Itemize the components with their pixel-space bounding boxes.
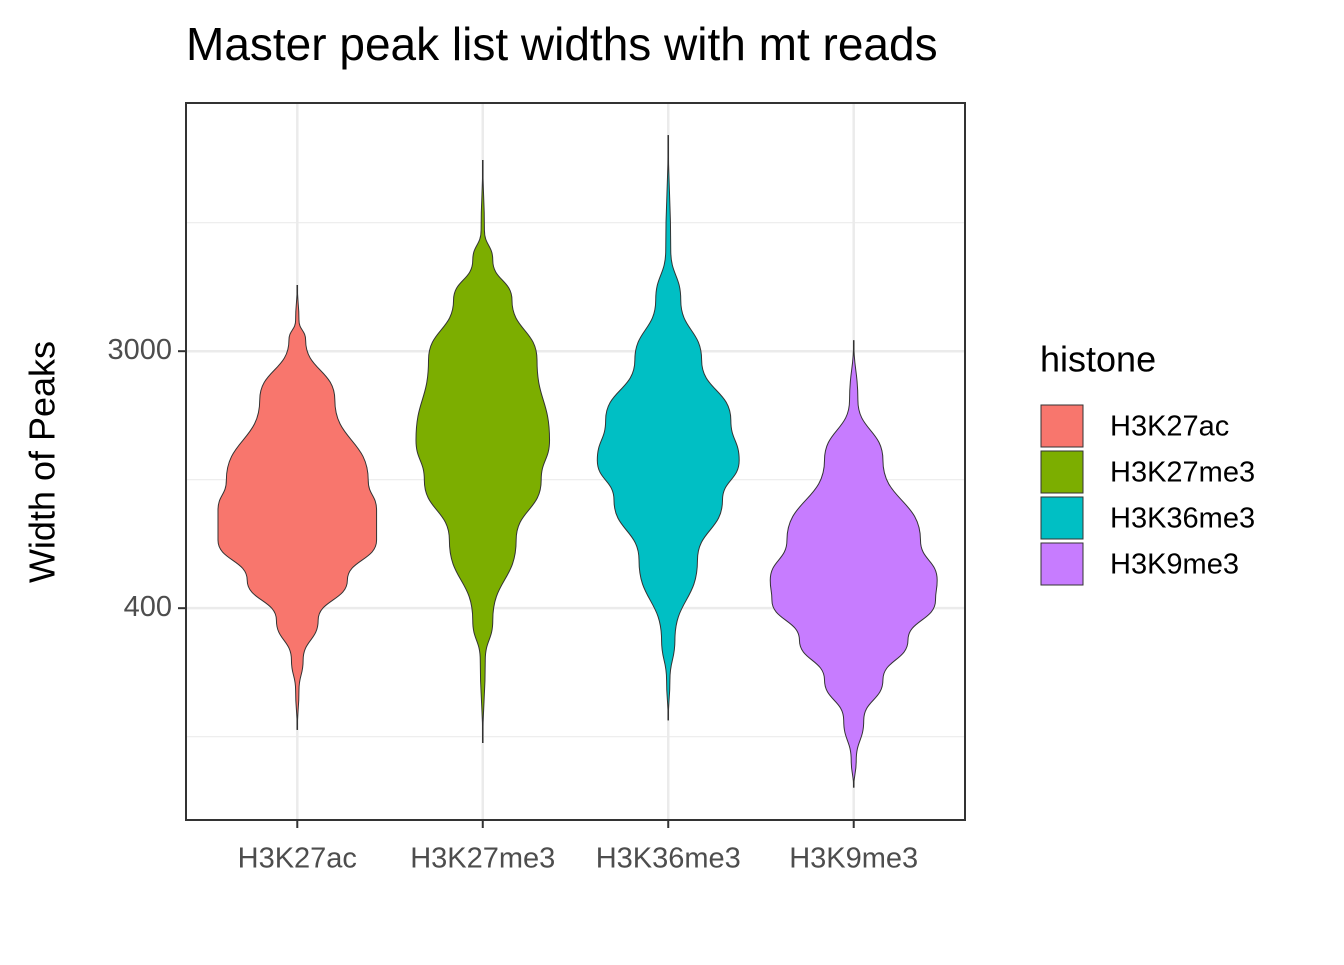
panel-border bbox=[185, 102, 966, 821]
legend-title: histone bbox=[1040, 339, 1156, 380]
legend-key bbox=[1040, 404, 1084, 448]
chart-title: Master peak list widths with mt reads bbox=[186, 18, 938, 70]
legend-label: H3K9me3 bbox=[1110, 549, 1239, 581]
y-tick-label: 3000 bbox=[107, 334, 172, 366]
legend-key bbox=[1040, 542, 1084, 586]
legend-label: H3K36me3 bbox=[1110, 503, 1255, 535]
legend-key bbox=[1040, 496, 1084, 540]
x-tick-label: H3K27me3 bbox=[410, 843, 555, 875]
x-tick-label: H3K27ac bbox=[238, 843, 357, 875]
x-tick-label: H3K36me3 bbox=[596, 843, 741, 875]
legend-label: H3K27me3 bbox=[1110, 457, 1255, 489]
x-tick-label: H3K9me3 bbox=[789, 843, 918, 875]
violin bbox=[769, 340, 938, 789]
y-axis-title: Width of Peaks bbox=[22, 341, 63, 583]
violin bbox=[217, 285, 378, 731]
legend-key bbox=[1040, 450, 1084, 494]
legend-label: H3K27ac bbox=[1110, 411, 1229, 443]
y-tick-label: 400 bbox=[124, 591, 172, 623]
violin bbox=[415, 160, 551, 744]
